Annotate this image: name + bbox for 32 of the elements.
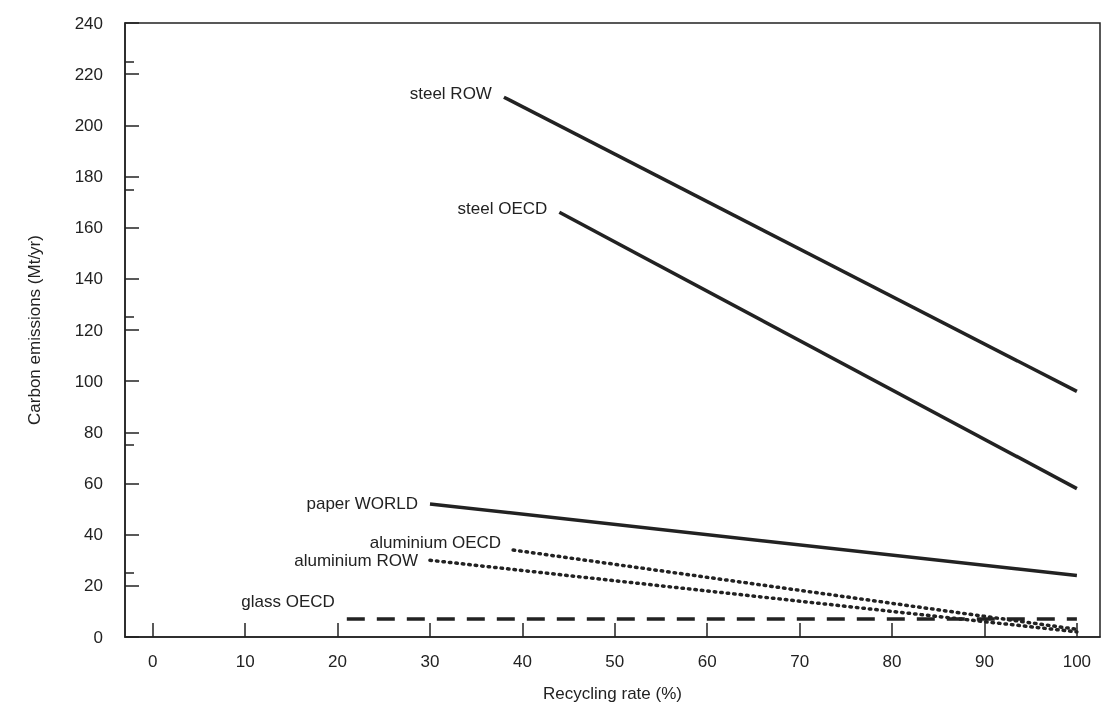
x-tick-label: 60: [697, 652, 717, 671]
x-tick-label: 70: [790, 652, 810, 671]
y-tick-label: 80: [84, 422, 103, 442]
y-tick-label: 100: [74, 371, 103, 391]
series-label: steel OECD: [457, 198, 548, 218]
x-tick-label: 30: [420, 652, 440, 671]
x-tick-label: 10: [235, 652, 255, 671]
series-label: aluminium ROW: [294, 550, 418, 570]
x-axis-title: Recycling rate (%): [543, 684, 682, 703]
y-tick-label: 180: [74, 167, 103, 186]
y-tick-label: 160: [74, 218, 103, 238]
x-tick-label: 20: [328, 652, 348, 671]
y-tick-label: 20: [84, 576, 103, 596]
y-tick-label: 200: [74, 115, 103, 135]
series-label: glass OECD: [241, 591, 335, 611]
y-tick-label: 60: [84, 474, 103, 493]
y-tick-label: 220: [74, 64, 103, 84]
y-tick-label: 240: [74, 13, 103, 33]
y-tick-label: 120: [74, 320, 103, 340]
x-tick-label: 50: [605, 652, 625, 671]
x-tick-label: 90: [975, 652, 994, 671]
y-tick-label: 0: [93, 627, 103, 647]
y-tick-label: 140: [74, 269, 103, 289]
series-label: aluminium OECD: [369, 532, 502, 552]
series-label: paper WORLD: [306, 494, 418, 514]
x-tick-label: 100: [1062, 652, 1092, 671]
x-tick-label: 80: [882, 652, 902, 671]
y-axis-title: Carbon emissions (Mt/yr): [25, 235, 44, 425]
x-tick-label: 0: [147, 652, 158, 671]
y-tick-label: 40: [84, 525, 103, 545]
series-label: steel ROW: [409, 83, 492, 103]
x-tick-label: 40: [512, 652, 532, 671]
